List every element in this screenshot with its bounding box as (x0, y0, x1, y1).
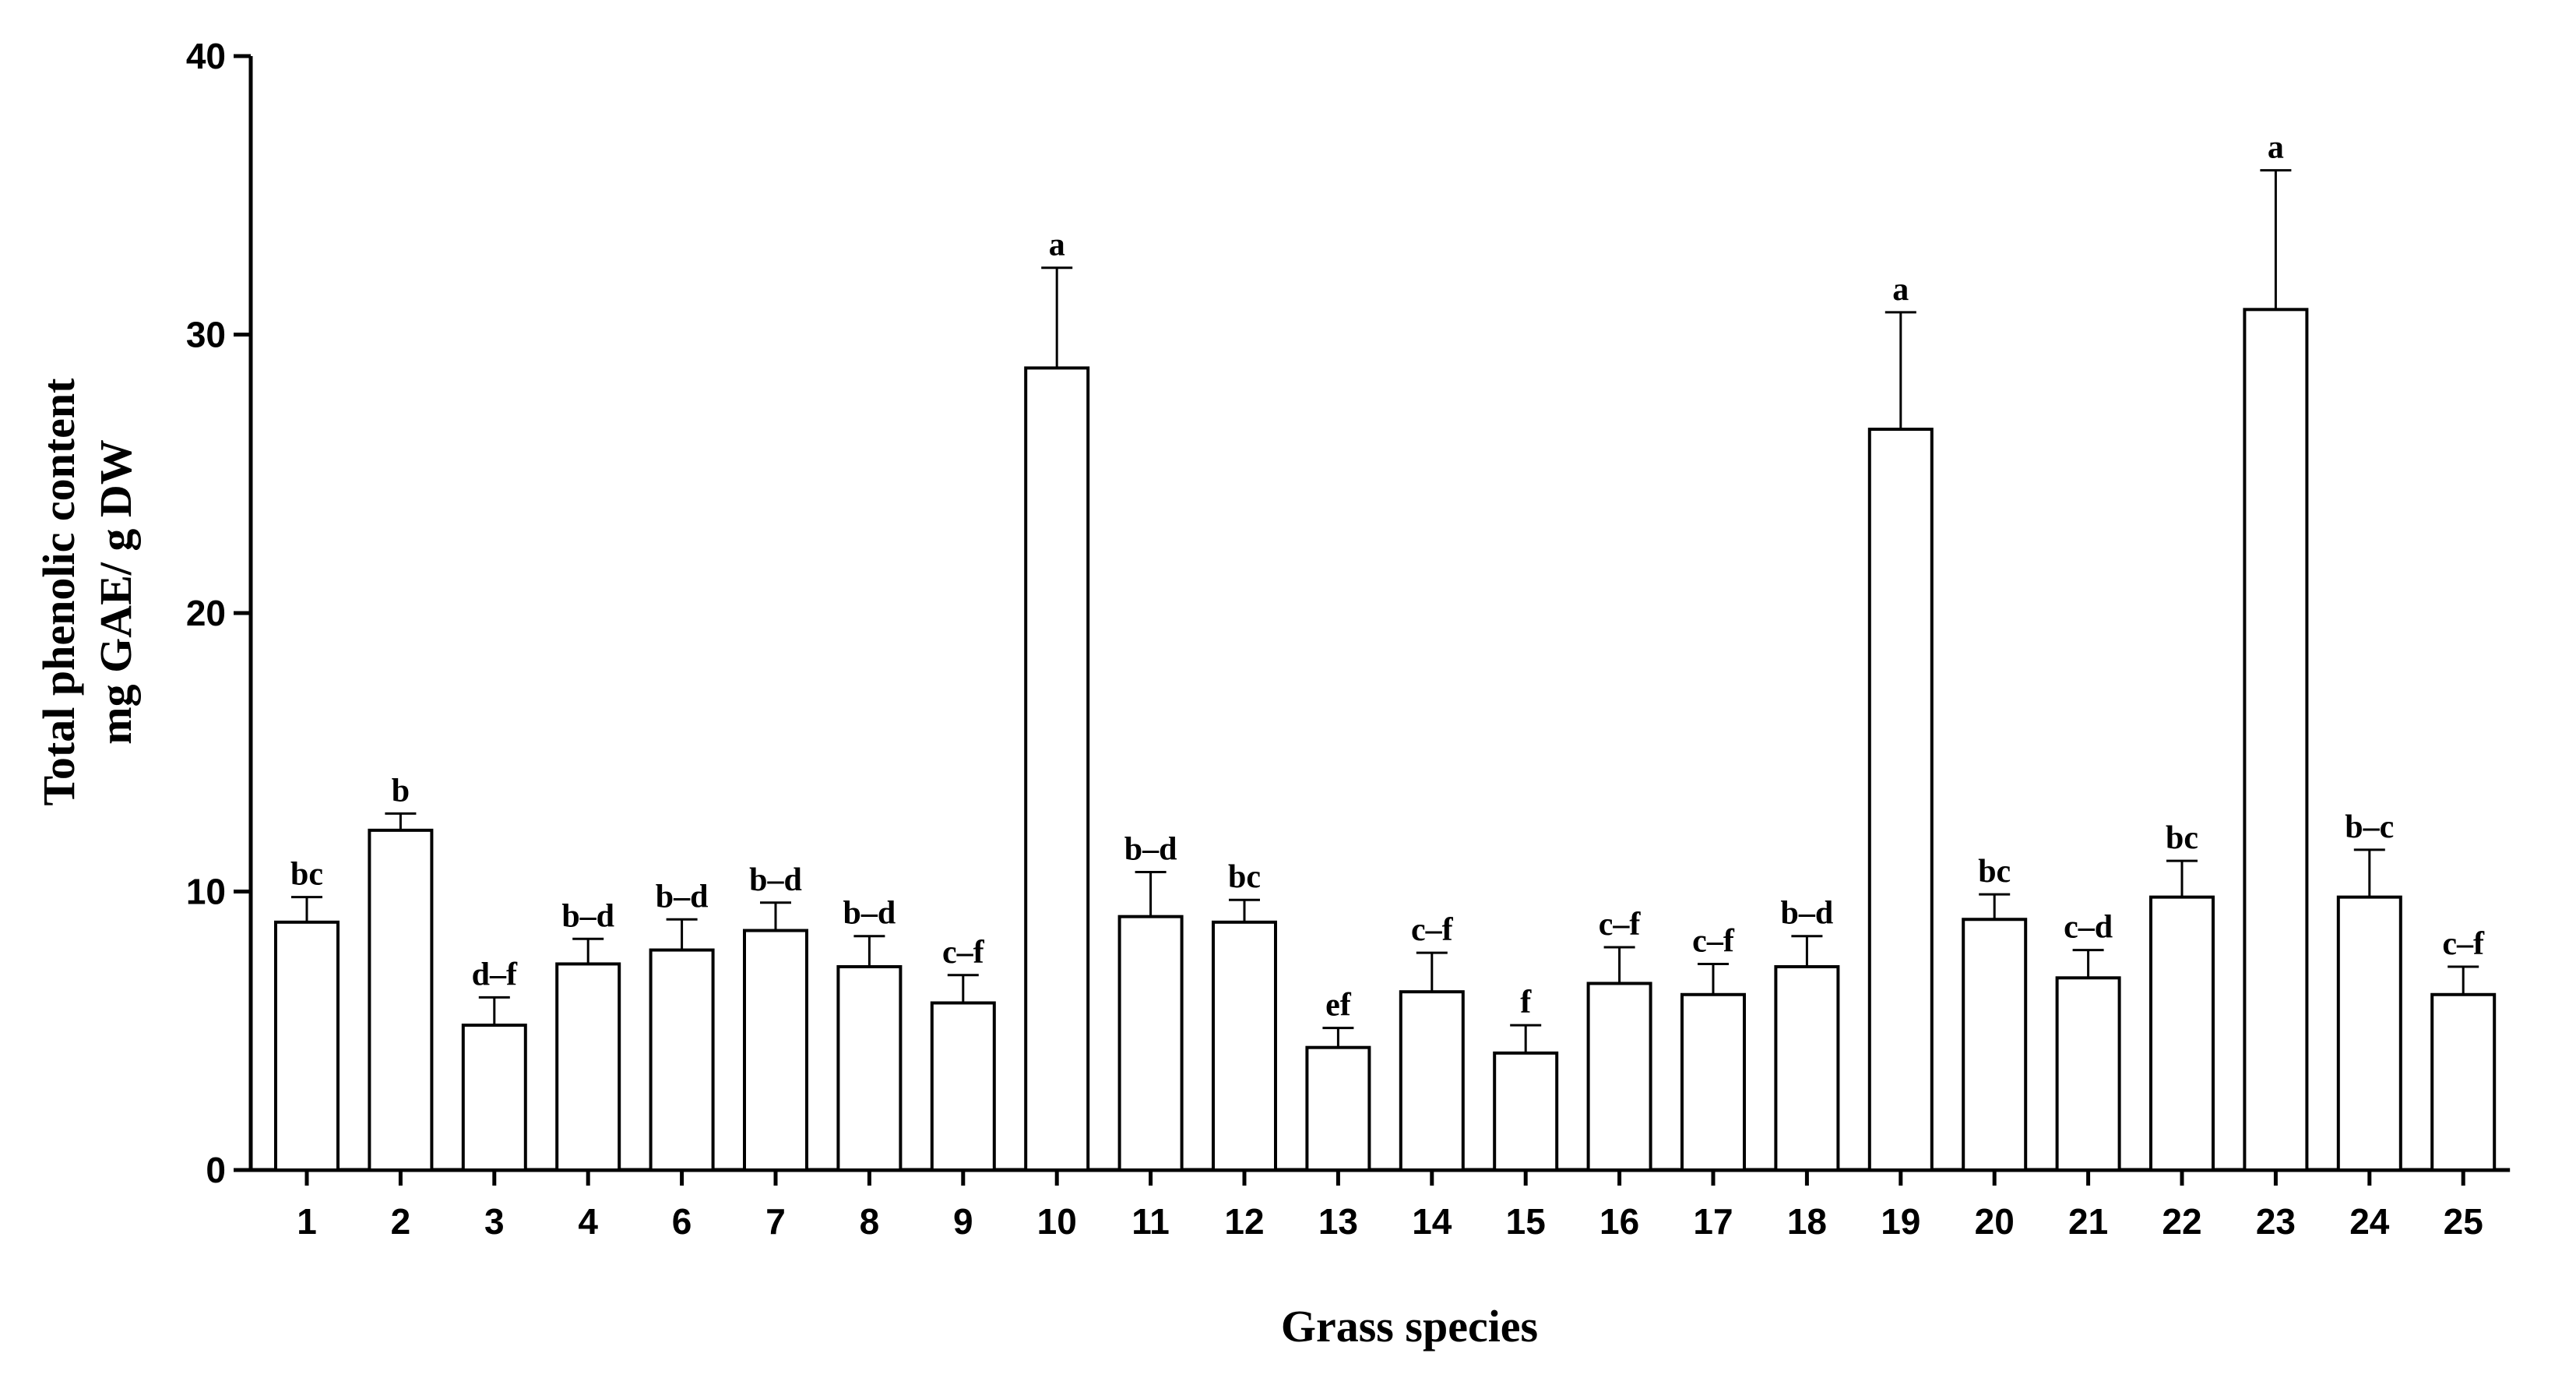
bar (1399, 990, 1465, 1172)
x-tick-label: 16 (1599, 1201, 1639, 1242)
significance-label: b–d (843, 896, 896, 932)
x-tick-label: 4 (578, 1201, 598, 1242)
significance-label: f (1520, 985, 1532, 1020)
bar (2243, 308, 2309, 1172)
x-tick-label: 19 (1881, 1201, 1920, 1242)
bar (743, 929, 808, 1172)
x-tick-label: 15 (1506, 1201, 1546, 1242)
y-axis-title-line2: mg GAE/ g DW (90, 439, 141, 745)
significance-label: a (1892, 272, 1909, 308)
x-tick-label: 17 (1693, 1201, 1733, 1242)
bar (461, 1024, 527, 1172)
significance-label: c–f (942, 935, 985, 971)
bar (1493, 1051, 1559, 1172)
x-tick-label: 8 (860, 1201, 880, 1242)
x-tick-label: 9 (953, 1201, 973, 1242)
y-tick-label: 10 (186, 872, 226, 912)
y-axis-title: Total phenolic content mg GAE/ g DW (33, 378, 141, 806)
bar (1774, 965, 1840, 1172)
significance-label: c–f (1692, 923, 1735, 959)
bar (555, 962, 621, 1172)
x-tick-label: 13 (1318, 1201, 1358, 1242)
significance-label: bc (1228, 859, 1261, 895)
significance-label: c–d (2064, 910, 2113, 946)
x-tick-label: 6 (672, 1201, 692, 1242)
bar (1117, 915, 1184, 1172)
x-tick-label: 22 (2162, 1201, 2201, 1242)
x-tick-label: 1 (297, 1201, 317, 1242)
bar (1024, 366, 1090, 1172)
bar (1680, 992, 1746, 1172)
bar (2430, 992, 2497, 1172)
bar (274, 920, 340, 1172)
x-tick-label: 21 (2068, 1201, 2108, 1242)
bar (1305, 1045, 1371, 1172)
significance-label: b (392, 773, 410, 809)
significance-label: c–f (1411, 912, 1454, 948)
x-tick-label: 12 (1224, 1201, 1264, 1242)
significance-label: bc (290, 857, 323, 893)
bar (1586, 982, 1652, 1172)
x-tick-label: 7 (765, 1201, 786, 1242)
y-tick-label: 30 (186, 315, 226, 355)
significance-label: bc (2166, 820, 2198, 856)
x-tick-label: 10 (1037, 1201, 1077, 1242)
bar (649, 948, 715, 1172)
x-tick-label: 11 (1131, 1201, 1170, 1242)
bar (2149, 895, 2215, 1172)
significance-label: b–c (2345, 809, 2394, 845)
significance-label: b–d (1124, 831, 1177, 867)
significance-label: b–d (749, 862, 802, 898)
bar (368, 828, 434, 1172)
x-axis-title: Grass species (1281, 1301, 1538, 1352)
significance-label: bc (1978, 854, 2011, 890)
x-tick-label: 24 (2349, 1201, 2390, 1242)
significance-label: ef (1325, 988, 1352, 1024)
significance-label: c–f (1599, 907, 1642, 943)
bar (1962, 918, 2028, 1172)
bar (930, 1001, 996, 1172)
bar (2336, 895, 2402, 1172)
significance-label: b–d (1781, 896, 1834, 932)
significance-label: c–f (2442, 926, 2485, 962)
bar (836, 965, 903, 1172)
significance-label: d–f (472, 957, 518, 992)
y-tick-label: 40 (186, 36, 226, 76)
plot-area: 0 10 20 30 40 bc 1 b 2 d–f 3 b–d 4 b–d 6 b–d 7 b–d 8 c–f 9 a 1… (186, 36, 2511, 1242)
bar (2055, 976, 2121, 1172)
x-tick-label: 14 (1412, 1201, 1452, 1242)
significance-label: a (2268, 130, 2284, 166)
y-tick-label: 0 (206, 1150, 226, 1190)
x-tick-label: 20 (1975, 1201, 2015, 1242)
x-tick-label: 23 (2256, 1201, 2296, 1242)
significance-label: a (1049, 227, 1065, 263)
x-tick-label: 3 (484, 1201, 505, 1242)
x-tick-label: 2 (391, 1201, 411, 1242)
y-axis-title-line1: Total phenolic content (33, 378, 84, 806)
x-tick-label: 18 (1787, 1201, 1827, 1242)
bar (1867, 428, 1934, 1172)
bar (1212, 920, 1277, 1172)
y-tick-label: 20 (186, 593, 226, 633)
significance-label: b–d (561, 898, 614, 934)
x-tick-label: 25 (2444, 1201, 2483, 1242)
significance-label: b–d (656, 879, 709, 915)
